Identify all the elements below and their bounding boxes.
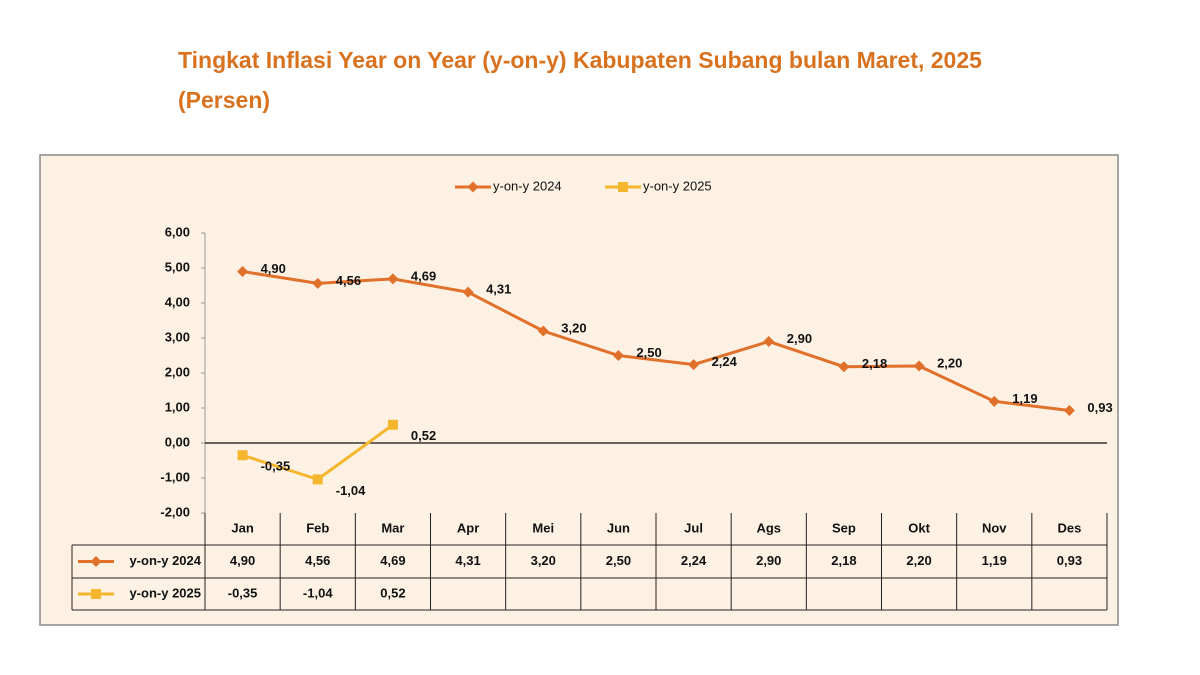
table-cell: 0,52: [380, 585, 405, 600]
data-label: 0,52: [411, 428, 436, 443]
table-cell: 0,93: [1057, 553, 1082, 568]
x-tick-label: Jun: [607, 520, 630, 535]
marker: [387, 419, 398, 430]
marker: [618, 182, 628, 192]
marker: [237, 266, 249, 277]
table-cell: 3,20: [531, 553, 556, 568]
y-tick-label: 2,00: [165, 364, 190, 379]
table-cell: 4,90: [230, 553, 255, 568]
x-tick-label: Mei: [532, 520, 554, 535]
x-tick-label: Feb: [306, 520, 329, 535]
y-tick-label: 6,00: [165, 224, 190, 239]
data-label: 2,90: [787, 331, 812, 346]
data-label: 1,19: [1012, 391, 1037, 406]
y-tick-label: -1,00: [160, 469, 190, 484]
table-cell: 4,31: [455, 553, 480, 568]
marker: [612, 350, 624, 361]
y-tick-label: 0,00: [165, 434, 190, 449]
table-cell: 2,50: [606, 553, 631, 568]
marker: [467, 181, 479, 193]
y-tick-label: -2,00: [160, 504, 190, 519]
x-tick-label: Jul: [684, 520, 703, 535]
marker: [91, 589, 101, 599]
marker: [387, 273, 399, 285]
table-cell: 4,69: [380, 553, 405, 568]
table-cell: 2,24: [681, 553, 707, 568]
y-tick-label: 1,00: [165, 399, 190, 414]
chart-title: Tingkat Inflasi Year on Year (y-on-y) Ka…: [178, 47, 982, 113]
table-cell: 2,20: [906, 553, 931, 568]
data-label: 2,24: [712, 354, 738, 369]
x-tick-label: Ags: [756, 520, 781, 535]
data-label: 4,31: [486, 282, 511, 297]
data-label: 2,18: [862, 356, 887, 371]
table-row-label: y-on-y 2025: [129, 585, 201, 600]
y-tick-label: 5,00: [165, 259, 190, 274]
marker: [462, 286, 474, 298]
data-label: 4,56: [336, 273, 361, 288]
table-cell: 4,56: [305, 553, 330, 568]
marker: [237, 450, 248, 461]
marker: [688, 359, 700, 371]
table-cell: -0,35: [228, 585, 258, 600]
marker: [913, 360, 925, 372]
y-tick-label: 3,00: [165, 329, 190, 344]
table-cell: 1,19: [982, 553, 1007, 568]
x-tick-label: Mar: [381, 520, 404, 535]
data-label: 4,90: [261, 261, 286, 276]
x-tick-label: Des: [1057, 520, 1081, 535]
marker: [90, 556, 102, 567]
y-tick-label: 4,00: [165, 294, 190, 309]
marker: [988, 395, 1000, 407]
table-row-label: y-on-y 2024: [129, 553, 201, 568]
x-tick-label: Nov: [982, 520, 1007, 535]
marker: [537, 325, 549, 337]
marker: [838, 361, 850, 373]
marker: [763, 336, 775, 347]
x-tick-label: Apr: [457, 520, 479, 535]
legend-label: y-on-y 2024: [493, 178, 562, 193]
legend-label: y-on-y 2025: [643, 178, 712, 193]
marker: [312, 474, 323, 485]
data-label: -1,04: [336, 483, 366, 498]
data-label: 4,69: [411, 268, 436, 283]
table-cell: 2,18: [831, 553, 856, 568]
x-tick-label: Jan: [231, 520, 253, 535]
table-cell: 2,90: [756, 553, 781, 568]
data-label: -0,35: [261, 459, 291, 474]
x-tick-label: Sep: [832, 520, 856, 535]
chart-frame: [39, 154, 1119, 626]
marker: [312, 277, 324, 289]
table-cell: -1,04: [303, 585, 333, 600]
x-tick-label: Okt: [908, 520, 930, 535]
data-label: 2,50: [636, 345, 661, 360]
marker: [1063, 404, 1075, 416]
data-label: 0,93: [1087, 400, 1112, 415]
series-line: [242, 270, 1070, 412]
data-label: 3,20: [561, 320, 586, 335]
data-label: 2,20: [937, 355, 962, 370]
